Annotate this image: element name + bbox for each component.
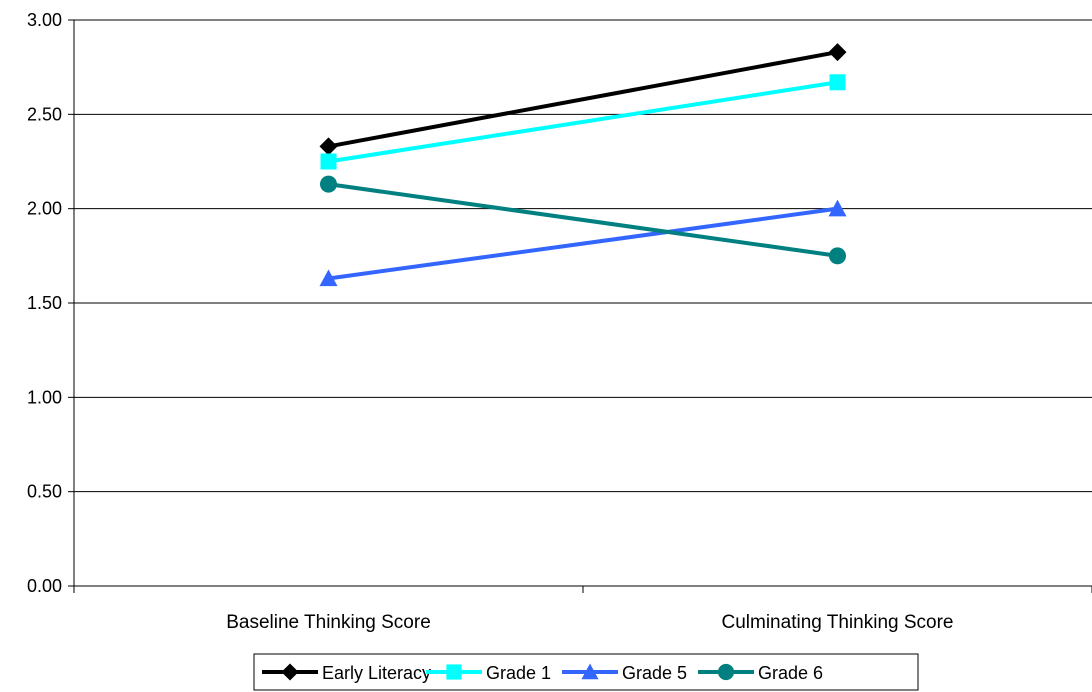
legend: Early Literacy Grade 1 Grade 5 Grade 6: [253, 653, 919, 691]
y-tick-label: 1.50: [27, 293, 62, 313]
legend-marker: [446, 664, 462, 680]
legend-label: Early Literacy: [322, 663, 431, 683]
legend-marker: [281, 663, 299, 681]
data-point-marker: [320, 153, 337, 170]
series-line: [328, 182, 838, 258]
gridlines: [74, 19, 1092, 493]
y-tick-label: 0.50: [27, 482, 62, 502]
legend-label: Grade 1: [486, 663, 551, 683]
y-tick-label: 2.00: [27, 199, 62, 219]
legend-item: Grade 1: [426, 663, 551, 683]
y-tick-label: 3.00: [27, 10, 62, 30]
data-point-marker: [829, 247, 846, 265]
legend-label: Grade 6: [758, 663, 823, 683]
legend-item: Grade 5: [562, 663, 687, 683]
series-line: [328, 80, 838, 164]
legend-marker: [581, 663, 599, 680]
y-tick-label: 0.00: [27, 576, 62, 596]
legend-item: Early Literacy: [262, 663, 431, 683]
axes: [68, 19, 1092, 593]
series-grade-1: [320, 74, 846, 170]
series-grade-6: [320, 175, 846, 265]
legend-item: Grade 6: [698, 663, 823, 683]
y-tick-label: 1.00: [27, 387, 62, 407]
series-early-literacy: [319, 43, 847, 156]
data-point-marker: [319, 137, 338, 156]
data-point-marker: [829, 74, 846, 91]
y-axis-tick-labels: 0.00 0.50 1.00 1.50 2.00 2.50 3.00: [27, 10, 62, 596]
series-grade-5: [319, 199, 847, 287]
x-category-label: Culminating Thinking Score: [722, 612, 954, 633]
x-axis-category-labels: Baseline Thinking Score Culminating Think…: [226, 612, 953, 633]
series: [319, 43, 847, 287]
data-point-marker: [828, 199, 847, 217]
series-line: [328, 206, 838, 281]
legend-marker: [717, 663, 735, 681]
legend-label: Grade 5: [622, 663, 687, 683]
data-point-marker: [319, 269, 338, 287]
series-line: [328, 50, 838, 149]
y-tick-label: 2.50: [27, 104, 62, 124]
data-point-marker: [828, 43, 847, 62]
data-point-marker: [320, 175, 337, 193]
x-category-label: Baseline Thinking Score: [226, 612, 431, 633]
